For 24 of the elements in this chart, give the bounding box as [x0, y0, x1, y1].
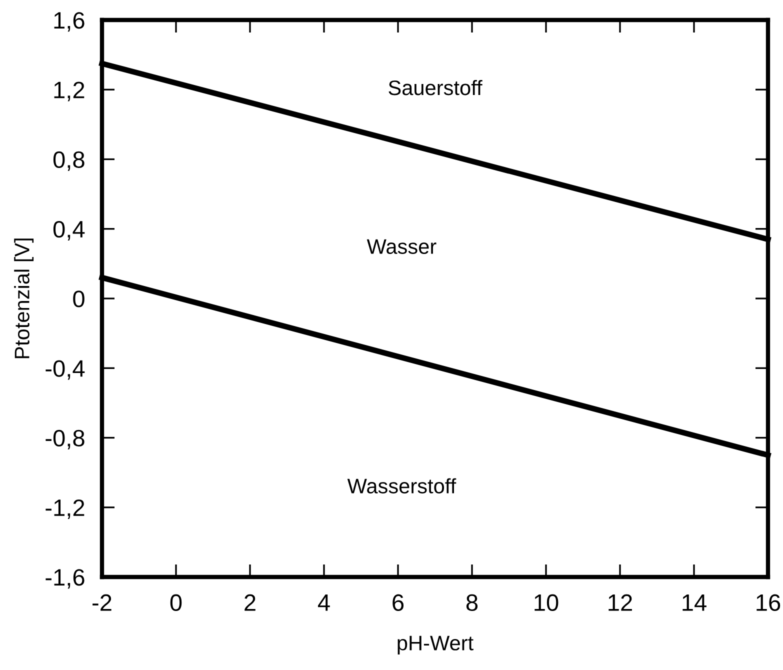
x-tick-label: 12	[608, 594, 632, 611]
y-tick-label: -0,4	[46, 360, 85, 380]
x-tick-label: 2	[244, 594, 256, 611]
y-tick-label: -1,6	[46, 569, 84, 589]
y-tick-label: 1,6	[54, 12, 84, 32]
y-tick-label: -1,2	[46, 499, 84, 519]
y-tick-label: 0,4	[53, 220, 85, 240]
y-tick-label: 0	[73, 290, 84, 308]
x-tick-label: 16	[756, 594, 780, 612]
x-tick-label: 6	[392, 594, 404, 612]
x-tick-label: 4	[318, 594, 330, 611]
y-tick-label: 0,8	[53, 151, 84, 171]
x-tick-label: 8	[466, 594, 478, 612]
x-tick-label: 14	[682, 594, 706, 611]
annotation: Wasser	[366, 239, 436, 254]
x-tick-label: 10	[534, 594, 558, 612]
y-tick-label: -0,8	[46, 430, 84, 450]
y-tick-label: 1,2	[54, 82, 84, 102]
y-axis-title: Ptotenzial [V]	[14, 238, 34, 358]
annotation: Wasserstoff	[347, 478, 456, 494]
x-tick-label: -2	[92, 594, 112, 611]
x-tick-label: 0	[170, 594, 182, 612]
x-axis-title: pH-Wert	[398, 636, 474, 655]
annotation: Sauerstoff	[388, 80, 482, 96]
